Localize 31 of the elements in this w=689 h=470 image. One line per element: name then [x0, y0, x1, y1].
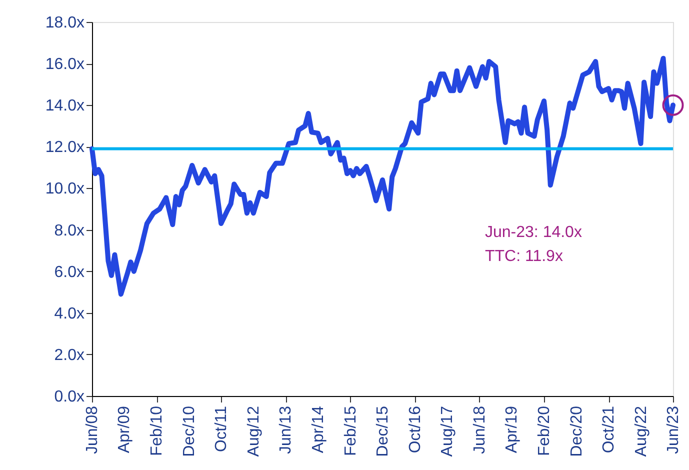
x-tick-label: Oct/21	[600, 406, 618, 454]
x-tick-label: Jun/18	[471, 406, 488, 454]
y-tick-label: 2.0x	[54, 346, 84, 364]
x-tick-label: Apr/09	[116, 406, 134, 454]
annotation: Jun-23: 14.0x	[485, 224, 582, 241]
x-tick-label: Jun/13	[278, 406, 295, 454]
x-tick-label: Aug/12	[245, 406, 262, 457]
x-tick-label: Feb/10	[148, 406, 166, 456]
x-tick-label: Feb/20	[536, 406, 554, 456]
x-tick-label: Aug/17	[439, 406, 456, 457]
x-tick-label: Feb/15	[342, 406, 360, 456]
x-tick-label: Aug/22	[632, 406, 650, 457]
x-tick-label: Dec/10	[180, 406, 198, 457]
y-tick-label: 6.0x	[54, 264, 84, 281]
y-tick-label: 10.0x	[45, 180, 84, 198]
annotation: TTC: 11.9x	[485, 248, 563, 265]
y-tick-label: 16.0x	[45, 56, 84, 74]
y-tick-label: 12.0x	[45, 139, 84, 156]
x-tick-label: Oct/16	[406, 406, 424, 454]
y-tick-label: 8.0x	[54, 222, 84, 240]
x-tick-label: Oct/11	[213, 406, 230, 452]
y-tick-label: 14.0x	[45, 98, 84, 115]
x-tick-label: Apr/14	[310, 406, 327, 454]
x-tick-label: Jun/23	[665, 406, 682, 454]
x-tick-label: Apr/19	[504, 406, 521, 454]
y-tick-label: 18.0x	[45, 14, 84, 32]
y-tick-label: 0.0x	[54, 388, 84, 406]
x-tick-label: Dec/15	[374, 406, 392, 457]
x-tick-label: Dec/20	[568, 406, 586, 457]
x-tick-label: Jun/08	[84, 406, 101, 454]
y-tick-label: 4.0x	[54, 305, 84, 322]
